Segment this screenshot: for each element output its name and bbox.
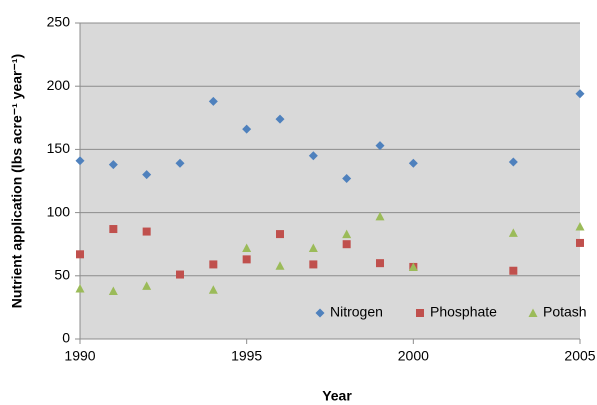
data-point [408,262,418,271]
plot-area [80,23,580,339]
data-point [342,173,352,183]
data-point [309,260,318,269]
data-point [109,225,118,234]
data-point [308,151,318,161]
data-point [375,141,385,151]
data-point [108,286,118,295]
data-point [108,160,118,170]
legend-label: Phosphate [430,304,497,320]
data-point [142,227,151,236]
data-point [575,222,585,231]
data-point [275,114,285,124]
legend-marker [528,308,538,317]
data-point [208,96,218,106]
data-point [308,243,318,252]
data-point [142,281,152,290]
y-tick-label: 150 [47,140,71,156]
legend-label: Nitrogen [330,304,383,320]
x-tick-label: 1995 [231,348,262,364]
y-tick-label: 0 [62,330,70,346]
data-point [75,156,85,166]
y-tick-label: 100 [47,203,71,219]
data-point [242,243,252,252]
x-tick-label: 2000 [398,348,429,364]
x-axis-label: Year [322,388,352,404]
data-point [209,260,218,269]
data-point [142,170,152,180]
data-point [342,240,351,249]
legend-marker [315,308,325,318]
data-point [375,211,385,221]
data-point [242,255,251,264]
x-tick-label: 2005 [564,348,595,364]
y-tick-label: 250 [47,14,71,30]
legend-marker [416,309,424,317]
data-point [76,250,84,259]
legend-label: Potash [543,304,587,320]
y-axis-label: Nutrient application (lbs acre⁻¹ year⁻¹) [9,54,25,308]
data-point [242,124,252,134]
y-tick-label: 200 [47,77,71,93]
data-point [376,259,384,268]
data-point [508,228,518,237]
data-point [276,230,284,239]
data-point [175,158,185,168]
data-point [508,157,518,167]
data-point [176,270,184,279]
data-point [509,266,518,275]
x-tick-label: 1990 [64,348,95,364]
data-point [208,285,218,294]
data-point [342,229,352,239]
y-tick-label: 50 [54,267,70,283]
data-point [75,283,85,293]
data-point [275,261,285,270]
data-point [575,89,585,99]
data-point [408,158,418,168]
data-point [576,238,584,247]
